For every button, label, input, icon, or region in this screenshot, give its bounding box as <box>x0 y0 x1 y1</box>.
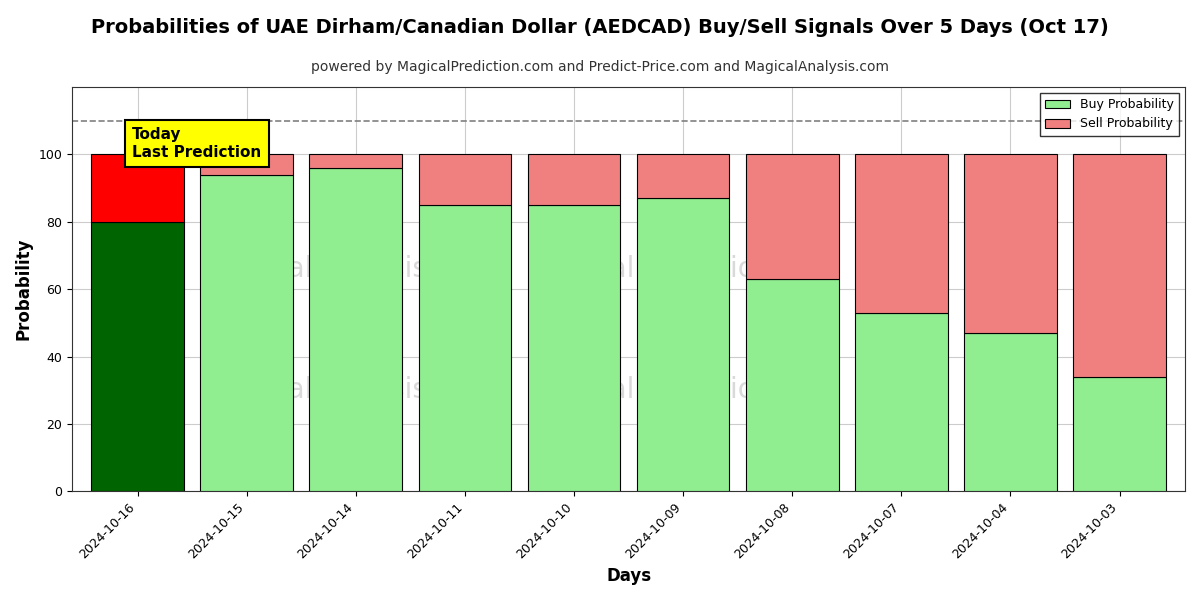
Bar <box>419 205 511 491</box>
Bar <box>1073 377 1166 491</box>
Bar <box>419 154 511 205</box>
X-axis label: Days: Days <box>606 567 652 585</box>
Bar <box>91 222 184 491</box>
Bar <box>528 205 620 491</box>
Bar <box>200 154 293 175</box>
Bar <box>310 154 402 168</box>
Bar <box>854 154 948 313</box>
Text: Today
Last Prediction: Today Last Prediction <box>132 127 262 160</box>
Bar <box>964 154 1057 333</box>
Bar <box>200 175 293 491</box>
Text: MagicalPrediction.com: MagicalPrediction.com <box>528 255 840 283</box>
Bar <box>746 154 839 279</box>
Bar <box>310 168 402 491</box>
Bar <box>854 313 948 491</box>
Legend: Buy Probability, Sell Probability: Buy Probability, Sell Probability <box>1040 93 1178 136</box>
Bar <box>964 333 1057 491</box>
Bar <box>1073 154 1166 377</box>
Bar <box>746 279 839 491</box>
Bar <box>637 198 730 491</box>
Bar <box>528 154 620 205</box>
Bar <box>91 154 184 222</box>
Text: MagicalAnalysis.com: MagicalAnalysis.com <box>206 255 494 283</box>
Text: powered by MagicalPrediction.com and Predict-Price.com and MagicalAnalysis.com: powered by MagicalPrediction.com and Pre… <box>311 60 889 74</box>
Y-axis label: Probability: Probability <box>16 238 34 340</box>
Text: MagicalPrediction.com: MagicalPrediction.com <box>528 376 840 404</box>
Text: Probabilities of UAE Dirham/Canadian Dollar (AEDCAD) Buy/Sell Signals Over 5 Day: Probabilities of UAE Dirham/Canadian Dol… <box>91 18 1109 37</box>
Text: MagicalAnalysis.com: MagicalAnalysis.com <box>206 376 494 404</box>
Bar <box>637 154 730 198</box>
